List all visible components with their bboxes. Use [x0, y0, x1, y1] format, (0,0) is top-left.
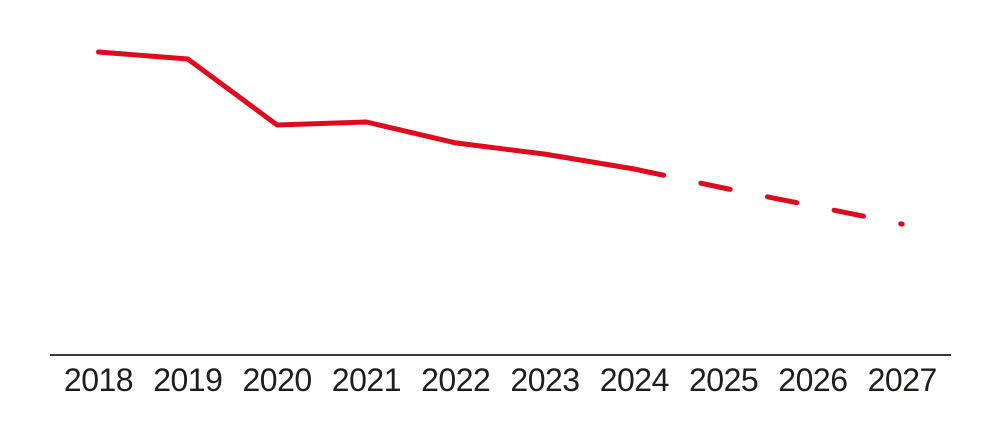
- x-axis-tick-label-2024: 2024: [600, 362, 669, 398]
- x-axis-tick-label-2021: 2021: [332, 362, 401, 398]
- x-axis-tick-label-2025: 2025: [689, 362, 758, 398]
- x-axis-tick-label-2026: 2026: [778, 362, 847, 398]
- x-axis-tick-label-2020: 2020: [243, 362, 312, 398]
- x-axis-tick-label-2023: 2023: [510, 362, 579, 398]
- x-axis-tick-label-2027: 2027: [868, 362, 937, 398]
- series-line-actual-2018-2024: [96, 49, 637, 172]
- series-line-forecast-2024-2027: [631, 166, 905, 227]
- x-axis-tick-label-2019: 2019: [153, 362, 222, 398]
- x-axis-tick-label-2018: 2018: [64, 362, 133, 398]
- x-axis-tick-label-2022: 2022: [421, 362, 490, 398]
